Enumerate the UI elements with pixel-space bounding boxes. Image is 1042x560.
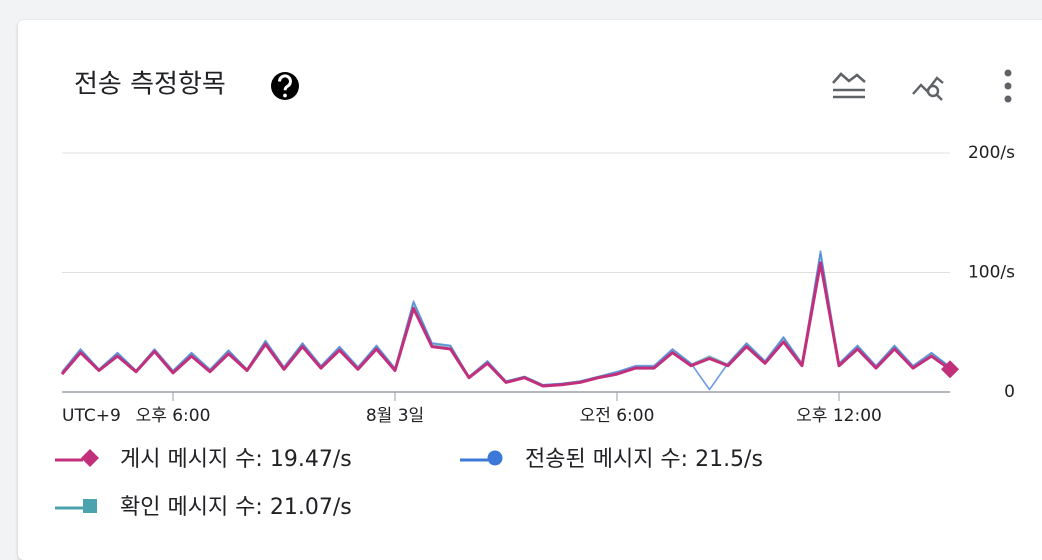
y-tick-label: 0 [1004, 382, 1015, 402]
end-marker [941, 360, 959, 379]
card [18, 20, 1042, 560]
more-menu-icon[interactable] [1004, 69, 1012, 103]
legend-marker [81, 449, 99, 467]
legend-label: 전송된 메시지 수: 21.5/s [525, 447, 763, 472]
explore-icon[interactable] [912, 76, 944, 101]
x-axis-label: UTC+9 [62, 406, 121, 426]
series-line [60, 261, 951, 388]
x-tick-label: 오전 6:00 [580, 406, 655, 426]
legend-toggle-icon[interactable] [832, 72, 866, 99]
chart: 전송 측정항목 UTC+9 0 100/s 200/s 오후 6:00 8월 3일 오전 … [55, 69, 1015, 520]
x-tick-label: 오후 6:00 [136, 406, 211, 426]
legend-marker [487, 450, 503, 466]
y-tick-label: 200/s [968, 143, 1015, 163]
legend-label: 확인 메시지 수: 21.07/s [120, 495, 352, 520]
series-line [61, 250, 951, 391]
y-tick-label: 100/s [968, 263, 1015, 283]
help-icon[interactable] [271, 72, 299, 100]
x-tick-label: 8월 3일 [366, 406, 424, 426]
chart-title: 전송 측정항목 [74, 70, 226, 100]
x-tick-label: 오후 12:00 [796, 406, 882, 426]
legend-marker [83, 499, 97, 513]
legend-label: 게시 메시지 수: 19.47/s [120, 447, 352, 472]
page: 전송 측정항목 UTC+9 0 100/s 200/s 오후 6:00 8월 3일 오전 … [18, 20, 1042, 560]
